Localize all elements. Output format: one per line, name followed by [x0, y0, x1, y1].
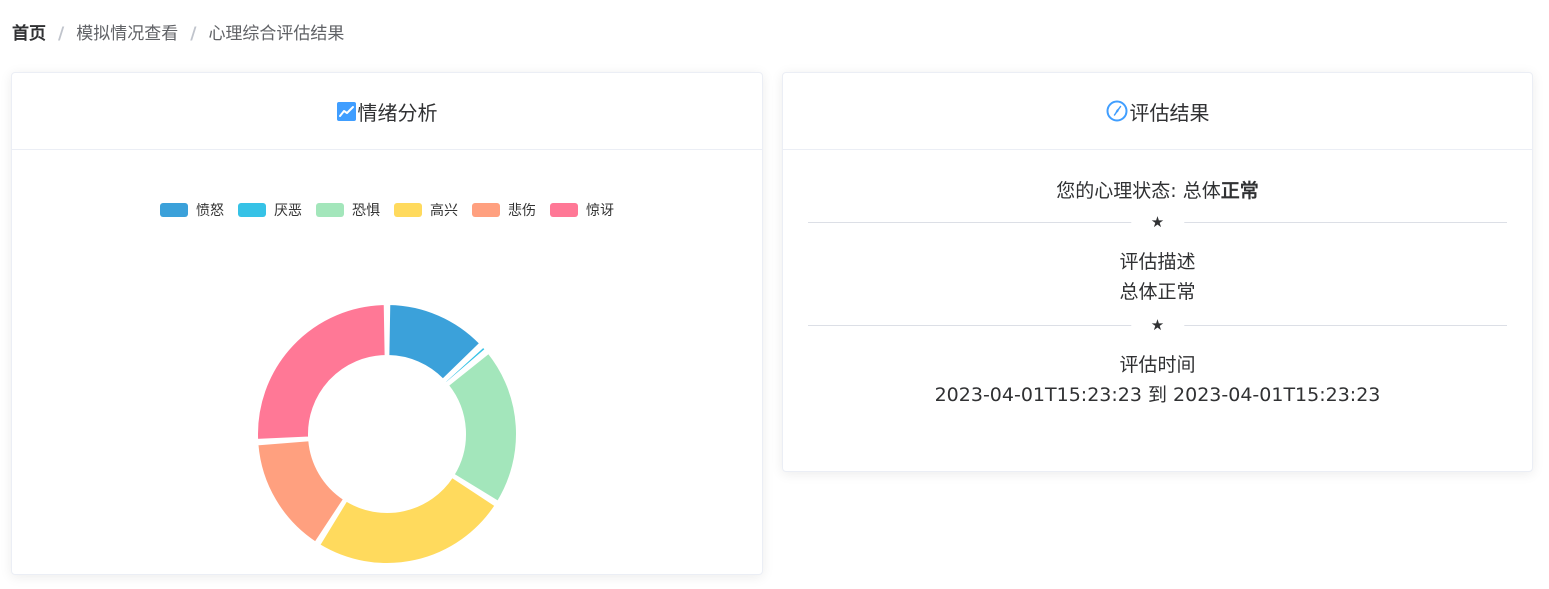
- legend-label: 愤怒: [196, 203, 224, 219]
- legend-label: 恐惧: [352, 203, 380, 219]
- legend-item[interactable]: 悲伤: [472, 200, 536, 220]
- emotion-donut-chart: [256, 303, 518, 565]
- legend-swatch: [316, 203, 344, 217]
- chart-legend: 愤怒 厌恶 恐惧 高兴 悲伤 惊讶: [12, 200, 762, 220]
- legend-label: 高兴: [430, 203, 458, 219]
- legend-label: 惊讶: [586, 203, 614, 219]
- breadcrumb-item-current: 心理综合评估结果: [208, 24, 345, 44]
- divider: ★: [808, 315, 1507, 335]
- legend-label: 悲伤: [508, 203, 536, 219]
- breadcrumb-item-simulation[interactable]: 模拟情况查看: [76, 24, 179, 44]
- result-card-title: 评估结果: [1129, 100, 1210, 125]
- legend-swatch: [238, 203, 266, 217]
- assessment-time: 评估时间 2023-04-01T15:23:23 到 2023-04-01T15…: [783, 350, 1532, 410]
- result-card-header: 评估结果: [783, 73, 1532, 150]
- mental-status-line: 您的心理状态: 总体正常: [783, 178, 1532, 204]
- status-prefix: 您的心理状态: 总体: [1056, 180, 1221, 202]
- legend-item[interactable]: 高兴: [394, 200, 458, 220]
- breadcrumb-separator: /: [58, 24, 65, 44]
- legend-item[interactable]: 惊讶: [550, 200, 614, 220]
- assessment-description: 评估描述 总体正常: [783, 247, 1532, 307]
- description-label: 评估描述: [1119, 251, 1196, 273]
- donut-slice-5[interactable]: [256, 439, 346, 544]
- donut-slice-3[interactable]: [446, 351, 518, 503]
- emotion-card-header: 情绪分析: [12, 73, 762, 150]
- legend-swatch: [472, 203, 500, 217]
- legend-item[interactable]: 愤怒: [160, 200, 224, 220]
- breadcrumb-home[interactable]: 首页: [12, 24, 46, 44]
- divider: ★: [808, 212, 1507, 232]
- legend-item[interactable]: 恐惧: [316, 200, 380, 220]
- star-icon: ★: [1130, 315, 1185, 335]
- legend-label: 厌恶: [274, 203, 302, 219]
- trend-chart-icon: [336, 101, 356, 121]
- breadcrumb: 首页 / 模拟情况查看 / 心理综合评估结果: [12, 22, 344, 46]
- donut-slice-4[interactable]: [318, 475, 497, 565]
- donut-slice-2[interactable]: [443, 345, 487, 385]
- assessment-result-card: 评估结果 您的心理状态: 总体正常 ★ 评估描述 总体正常 ★ 评估时间 202…: [782, 72, 1533, 472]
- legend-swatch: [160, 203, 188, 217]
- donut-slice-6[interactable]: [256, 303, 387, 441]
- compass-icon: [1106, 100, 1128, 122]
- emotion-card-title: 情绪分析: [357, 100, 438, 125]
- star-icon: ★: [1130, 212, 1185, 232]
- time-value: 2023-04-01T15:23:23 到 2023-04-01T15:23:2…: [934, 384, 1381, 406]
- legend-swatch: [550, 203, 578, 217]
- result-body: 您的心理状态: 总体正常 ★ 评估描述 总体正常 ★ 评估时间 2023-04-…: [783, 178, 1532, 410]
- status-value: 正常: [1220, 180, 1259, 202]
- legend-swatch: [394, 203, 422, 217]
- donut-slice-1[interactable]: [387, 303, 482, 381]
- description-value: 总体正常: [1119, 281, 1196, 303]
- breadcrumb-separator: /: [190, 24, 197, 44]
- legend-item[interactable]: 厌恶: [238, 200, 302, 220]
- time-label: 评估时间: [1119, 354, 1196, 376]
- emotion-analysis-card: 情绪分析 愤怒 厌恶 恐惧 高兴 悲伤 惊讶: [11, 72, 763, 575]
